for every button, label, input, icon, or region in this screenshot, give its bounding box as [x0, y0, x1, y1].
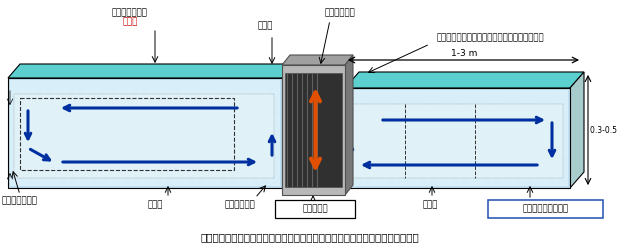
Bar [347, 90, 568, 186]
Text: 直接排水口（目詰まりまたは降雨時等に使用）: 直接排水口（目詰まりまたは降雨時等に使用） [436, 33, 544, 42]
Polygon shape [282, 55, 353, 65]
Text: 仕切り: 仕切り [422, 200, 438, 209]
Bar [488, 200, 603, 218]
Text: 水路蓋: 水路蓋 [122, 17, 138, 26]
Bar [8, 78, 282, 188]
Text: 0.3-0.5 m: 0.3-0.5 m [590, 125, 620, 134]
Polygon shape [282, 64, 294, 188]
Text: コンクリート等: コンクリート等 [112, 8, 148, 17]
Polygon shape [345, 72, 584, 88]
Text: 仕切り: 仕切り [148, 200, 162, 209]
Bar [350, 104, 563, 178]
Bar [285, 73, 342, 187]
Text: 畦畔埋設型浄化水路: 畦畔埋設型浄化水路 [523, 204, 569, 213]
Text: 図１　水田排水浄化システム構造図（装置の寸法は現地により適宜決定する）: 図１ 水田排水浄化システム構造図（装置の寸法は現地により適宜決定する） [201, 232, 419, 242]
Bar [275, 200, 355, 218]
Text: 可動式堰板等: 可動式堰板等 [325, 8, 355, 17]
Bar [345, 88, 570, 188]
Text: 浄化水流出口: 浄化水流出口 [224, 200, 255, 209]
Bar [14, 94, 274, 178]
Polygon shape [345, 55, 353, 195]
Bar [282, 65, 345, 195]
Text: 1-3 m: 1-3 m [451, 49, 477, 58]
Text: 流入口: 流入口 [257, 21, 273, 30]
Bar [10, 80, 280, 186]
Bar [20, 98, 234, 170]
Polygon shape [570, 72, 584, 188]
Text: 水田排水枡: 水田排水枡 [302, 204, 328, 213]
Polygon shape [8, 64, 294, 78]
Text: 木炭入りネット: 木炭入りネット [2, 196, 38, 205]
